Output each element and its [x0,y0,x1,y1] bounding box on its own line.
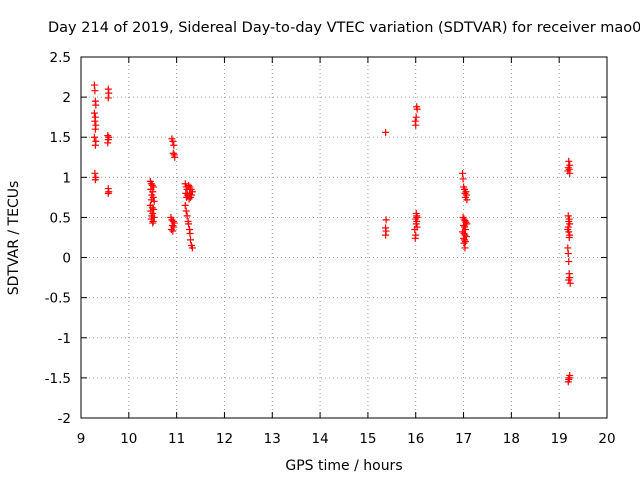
data-point [566,169,574,177]
data-point [169,149,177,157]
data-point [185,195,193,203]
y-tick-label: 2.5 [50,50,71,66]
data-point [90,109,98,117]
y-tick-label: 2 [62,90,71,106]
data-point [182,207,190,215]
data-point [185,181,193,189]
data-point [565,234,573,241]
data-point [564,378,572,386]
data-point [91,176,99,184]
data-point [564,250,572,258]
y-tick-labels: -2 -1.5 -1 -0.5 0 0.5 1 1.5 2 2.5 [45,50,71,427]
data-point [187,193,195,201]
data-points [90,81,574,386]
data-point [181,201,189,209]
data-point [169,227,177,235]
data-point [91,169,99,177]
data-point [104,189,112,197]
x-tick-label: 9 [77,431,86,447]
grid [81,57,607,418]
data-point [91,117,99,125]
x-tick-label: 15 [359,431,376,447]
plot-frame [80,56,608,419]
data-point [461,238,469,246]
data-point [461,244,469,252]
x-tick-label: 12 [216,431,233,447]
data-point [463,196,471,204]
x-tick-label: 13 [264,431,281,447]
y-tick-label: 0 [62,251,71,267]
data-point [412,121,420,129]
data-point [565,258,573,266]
x-tick-label: 10 [120,431,137,447]
data-point [91,125,99,133]
data-point [412,220,420,228]
data-point [382,216,390,224]
data-point [382,128,390,136]
x-tick-label: 17 [455,431,472,447]
y-tick-label: -0.5 [45,291,71,307]
data-point [566,220,574,228]
data-point [411,225,419,233]
y-axis-label: SDTVAR / TECUs [6,181,22,296]
data-point [104,139,112,147]
data-point [90,133,98,141]
data-point [171,153,179,161]
data-point [186,229,194,237]
data-point [167,225,175,233]
data-point [411,234,419,242]
y-tick-label: -1 [58,331,71,347]
data-point [150,197,158,205]
data-point [92,101,100,109]
data-point [459,175,467,183]
data-point [413,105,421,113]
y-tick-label: -1.5 [45,371,71,387]
data-point [565,276,573,284]
data-point [183,212,191,220]
data-point [382,231,390,239]
data-point [412,113,420,121]
y-tick-label: 0.5 [50,210,71,226]
data-point [149,219,157,227]
data-point [566,279,574,287]
data-point [170,141,178,149]
axis-ticks [80,56,608,419]
data-point [188,244,196,252]
y-tick-label: 1 [62,170,71,186]
x-tick-label: 11 [168,431,185,447]
x-tick-label: 16 [407,431,424,447]
x-tick-label: 20 [598,431,615,447]
data-point [104,94,112,102]
data-point [91,87,99,95]
data-point [148,181,156,189]
x-tick-labels: 9 10 11 12 13 14 15 16 17 18 19 20 [77,431,616,447]
data-point [565,157,573,165]
data-point [181,180,189,188]
x-tick-label: 19 [551,431,568,447]
data-point [91,141,99,149]
x-tick-label: 18 [503,431,520,447]
data-point [187,236,195,244]
data-point [185,220,193,228]
y-tick-label: 1.5 [50,130,71,146]
data-point [460,239,468,247]
x-axis-label: GPS time / hours [285,458,402,474]
data-point [169,137,177,145]
data-point [460,221,468,229]
x-tick-label: 14 [311,431,328,447]
chart-title: Day 214 of 2019, Sidereal Day-to-day VTE… [48,20,640,36]
y-tick-label: -2 [58,411,71,427]
